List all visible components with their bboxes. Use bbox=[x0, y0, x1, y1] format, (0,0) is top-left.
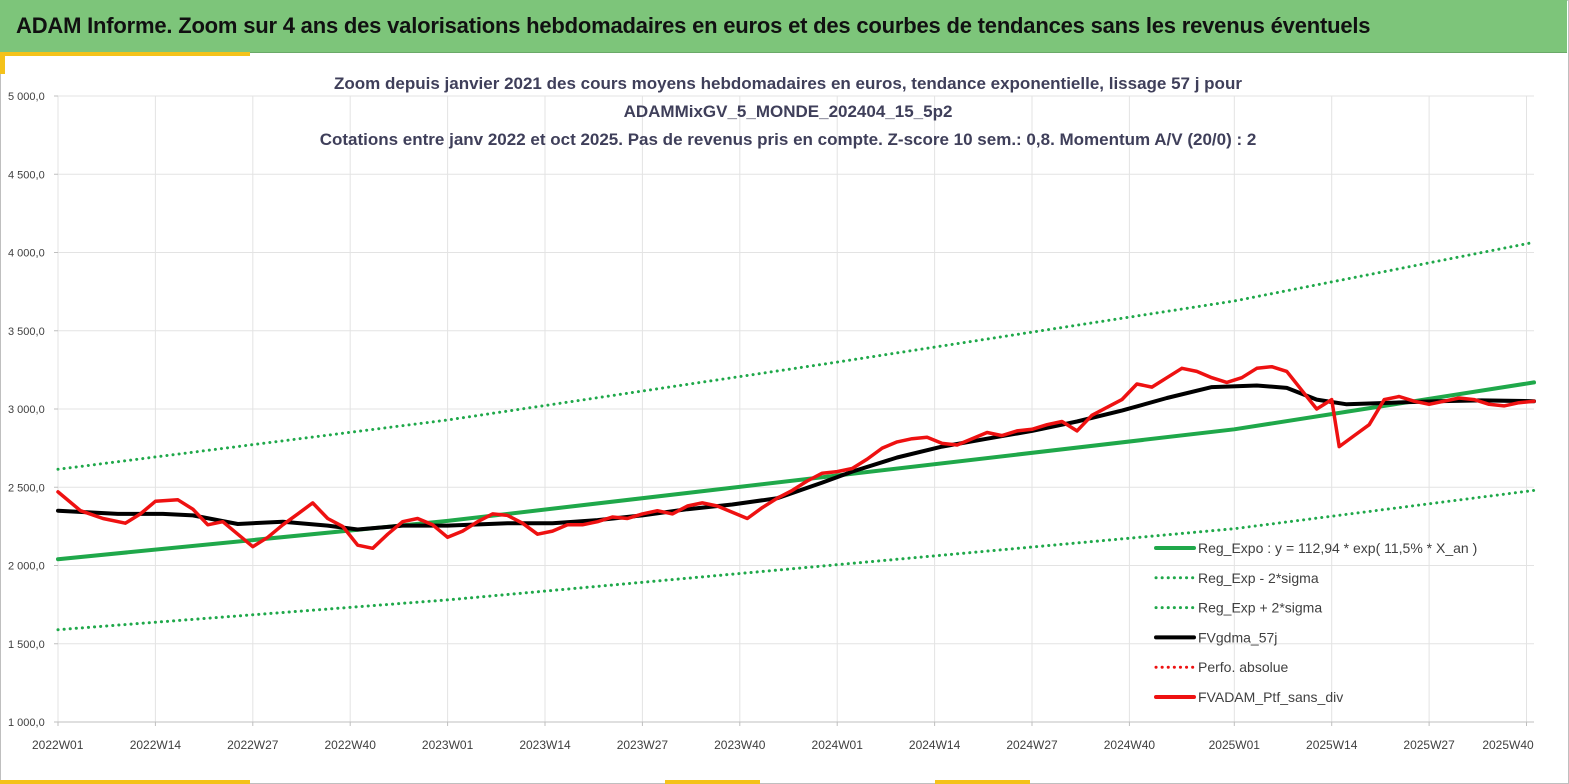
header-bar: ADAM Informe. Zoom sur 4 ans des valoris… bbox=[0, 0, 1567, 53]
accent-stripe bbox=[0, 780, 250, 784]
legend-label: Reg_Expo : y = 112,94 * exp( 11,5% * X_a… bbox=[1198, 540, 1477, 556]
page-title: ADAM Informe. Zoom sur 4 ans des valoris… bbox=[16, 13, 1371, 38]
x-tick-label: 2025W27 bbox=[1403, 738, 1455, 752]
series-line-5 bbox=[56, 364, 1536, 551]
x-tick-label: 2022W40 bbox=[325, 738, 377, 752]
chart-title-line: Cotations entre janv 2022 et oct 2025. P… bbox=[320, 130, 1257, 149]
x-tick-label: 2025W14 bbox=[1306, 738, 1358, 752]
legend-label: FVgdma_57j bbox=[1198, 629, 1277, 645]
x-tick-label: 2024W14 bbox=[909, 738, 961, 752]
y-tick-label: 5 000,0 bbox=[8, 91, 45, 103]
grid-layer bbox=[57, 95, 1534, 723]
y-tick-label: 4 500,0 bbox=[8, 169, 45, 181]
x-tick-label: 2022W14 bbox=[130, 738, 182, 752]
series-line-2 bbox=[56, 240, 1536, 471]
accent-stripe bbox=[935, 780, 1030, 784]
chart-title-line: ADAMMixGV_5_MONDE_202404_15_5p2 bbox=[624, 102, 953, 121]
series-line-1 bbox=[56, 488, 1536, 632]
y-tick-label: 1 500,0 bbox=[8, 639, 45, 651]
x-tick-label: 2025W01 bbox=[1209, 738, 1261, 752]
x-tick-label: 2023W01 bbox=[422, 738, 474, 752]
x-tick-label: 2023W14 bbox=[519, 738, 571, 752]
x-tick-label: 2024W01 bbox=[812, 738, 864, 752]
y-tick-label: 3 000,0 bbox=[8, 404, 45, 416]
chart-title-line: Zoom depuis janvier 2021 des cours moyen… bbox=[334, 74, 1242, 93]
y-tick-label: 2 000,0 bbox=[8, 561, 45, 573]
legend-label: FVADAM_Ptf_sans_div bbox=[1198, 689, 1343, 705]
legend-label: Reg_Exp - 2*sigma bbox=[1198, 570, 1319, 586]
chart-title: Zoom depuis janvier 2021 des cours moyen… bbox=[320, 74, 1257, 149]
x-tick-label: 2024W27 bbox=[1006, 738, 1058, 752]
series-layer bbox=[56, 240, 1536, 632]
accent-stripe bbox=[0, 52, 250, 56]
x-tick-label: 2022W27 bbox=[227, 738, 279, 752]
x-tick-label: 2024W40 bbox=[1104, 738, 1156, 752]
y-axis-ticks: 5 000,0 4 500,0 4 000,0 3 500,0 3 000,0 2 500… bbox=[8, 91, 58, 729]
x-tick-label: 2023W40 bbox=[714, 738, 766, 752]
x-tick-label: 2022W01 bbox=[32, 738, 84, 752]
legend: Reg_Expo : y = 112,94 * exp( 11,5% * X_a… bbox=[1154, 540, 1477, 705]
x-tick-label: 2025W40 bbox=[1482, 738, 1534, 752]
legend-label: Perfo. absolue bbox=[1198, 659, 1288, 675]
x-tick-label: 2023W27 bbox=[617, 738, 669, 752]
y-tick-label: 3 500,0 bbox=[8, 326, 45, 338]
y-tick-label: 2 500,0 bbox=[8, 482, 45, 494]
y-tick-label: 1 000,0 bbox=[8, 717, 45, 729]
accent-stripe bbox=[665, 780, 760, 784]
accent-stripe bbox=[0, 52, 5, 74]
series-line-3 bbox=[56, 383, 1536, 532]
legend-label: Reg_Exp + 2*sigma bbox=[1198, 600, 1322, 616]
x-axis-ticks: 2022W01 2022W14 2022W27 2022W40 2023W01 2023W… bbox=[32, 722, 1534, 752]
y-tick-label: 4 000,0 bbox=[8, 248, 45, 260]
